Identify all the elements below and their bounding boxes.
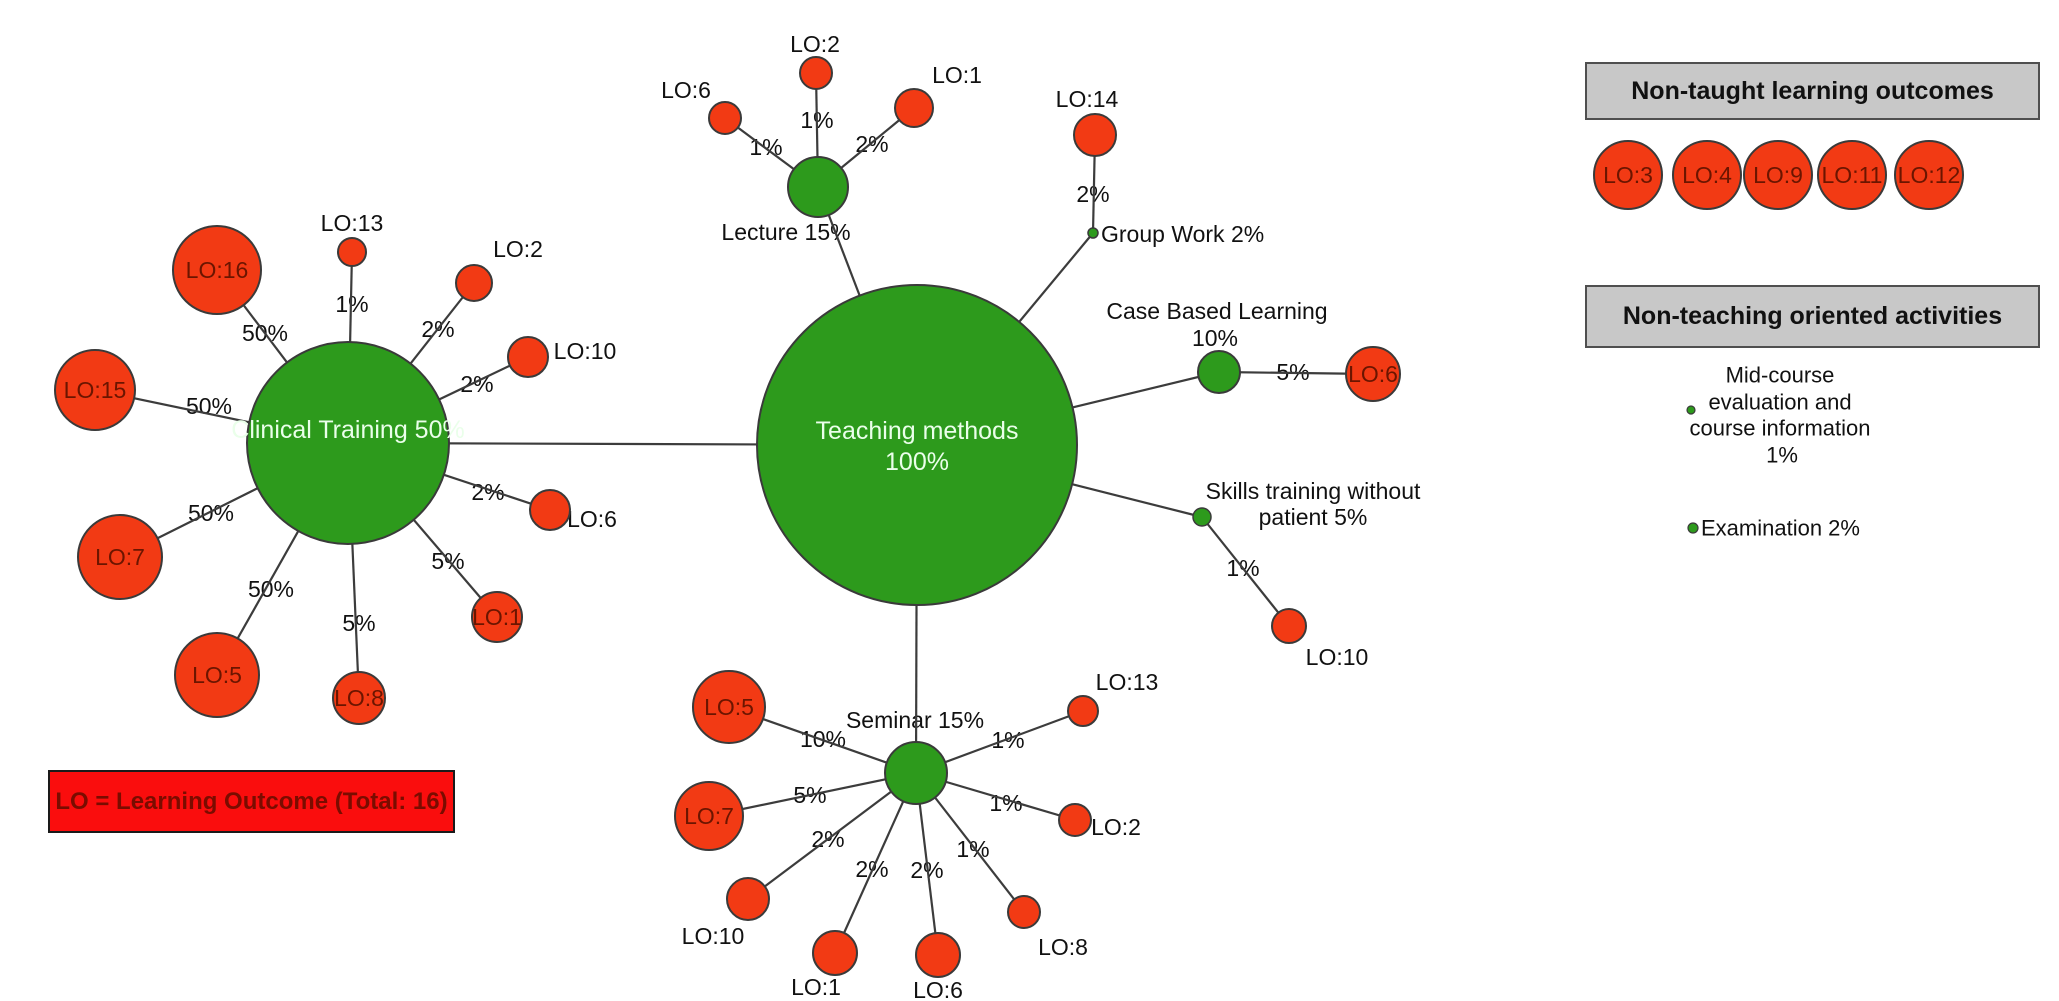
non-taught-learning-outcomes-header: Non-taught learning outcomes <box>1585 62 2040 120</box>
ct-lo16-label-0: LO:16 <box>186 257 249 283</box>
lec-lo2-circle <box>799 56 833 90</box>
non-teaching-oriented-activities-header: Non-teaching oriented activities <box>1585 285 2040 348</box>
ct-lo15-label-0: LO:15 <box>64 377 127 403</box>
sem-lo8-circle <box>1007 895 1041 929</box>
ct-lo7-label-0: LO:7 <box>95 544 145 570</box>
edge-clinical-training--ct-lo15-pct-label: 50% <box>186 393 232 419</box>
sem-lo8-label-0: LO:8 <box>1038 934 1088 960</box>
group-work-circle <box>1087 227 1099 239</box>
cbl-lo6-circle <box>1345 346 1401 402</box>
teaching-methods-circle <box>756 284 1078 606</box>
sem-lo13-label-0: LO:13 <box>1096 669 1159 695</box>
mid-course-evaluation-line-3: 1% <box>1766 443 1798 468</box>
teaching-methods-label-1: 100% <box>885 448 949 476</box>
edge-seminar--sem-lo7 <box>708 771 917 818</box>
legend-lo11-label: LO:11 <box>1822 162 1883 188</box>
skills-training-label-1: patient 5% <box>1259 504 1368 530</box>
ct-lo5-label-0: LO:5 <box>192 662 242 688</box>
ct-lo2-circle <box>455 264 493 302</box>
ct-lo6-label-0: LO:6 <box>567 506 617 532</box>
seminar-circle <box>884 741 948 805</box>
mid-course-evaluation-line-1: evaluation and <box>1708 390 1851 415</box>
ct-lo10-circle <box>507 336 549 378</box>
legend-lo12-circle <box>1894 140 1964 210</box>
ct-lo16-circle <box>172 225 262 315</box>
ct-lo13-circle <box>337 237 367 267</box>
ct-lo2-label-0: LO:2 <box>493 236 543 262</box>
case-based-learning-label-1: 10% <box>1192 325 1238 351</box>
ct-lo13-label-0: LO:13 <box>321 210 384 236</box>
lecture-label-0: Lecture 15% <box>721 219 850 245</box>
legend-lo4-circle <box>1672 140 1742 210</box>
gw-lo14-label-0: LO:14 <box>1056 86 1119 112</box>
edge-seminar--sem-lo8-pct-label: 1% <box>956 836 989 862</box>
ct-lo8-label-0: LO:8 <box>334 685 384 711</box>
case-based-learning-label-0: Case Based Learning <box>1106 298 1327 324</box>
ct-lo7-circle <box>77 514 163 600</box>
mid-course-evaluation-line-2: course information <box>1690 416 1871 441</box>
lo-abbreviation-note: LO = Learning Outcome (Total: 16) <box>48 770 455 833</box>
clinical-training-circle <box>246 341 450 545</box>
legend-lo12-label: LO:12 <box>1898 162 1961 188</box>
lec-lo2-label-0: LO:2 <box>790 31 840 57</box>
ct-lo6-circle <box>529 489 571 531</box>
sem-lo2-label-0: LO:2 <box>1091 814 1141 840</box>
ct-lo1-circle <box>471 591 523 643</box>
sem-lo2-circle <box>1058 803 1092 837</box>
teaching-methods-label-0: Teaching methods <box>816 417 1019 445</box>
cbl-lo6-label-0: LO:6 <box>1348 361 1398 387</box>
sem-lo7-circle <box>674 781 744 851</box>
legend-lo3-circle <box>1593 140 1663 210</box>
sem-lo1-circle <box>812 930 858 976</box>
case-based-learning-circle <box>1197 350 1241 394</box>
sem-lo7-label-0: LO:7 <box>684 803 734 829</box>
edge-skills-training--st-lo10 <box>1201 516 1290 627</box>
edge-seminar--sem-lo1 <box>833 772 918 954</box>
lec-lo1-label-0: LO:1 <box>932 62 982 88</box>
legend-lo11-circle <box>1817 140 1887 210</box>
sem-lo6-circle <box>915 932 961 978</box>
legend-lo4-label: LO:4 <box>1682 162 1732 188</box>
sem-lo1-label-0: LO:1 <box>791 974 841 1000</box>
lec-lo1-circle <box>894 88 934 128</box>
seminar-label-0: Seminar 15% <box>846 707 984 733</box>
sem-lo10-circle <box>726 877 770 921</box>
sem-lo10-label-0: LO:10 <box>682 923 745 949</box>
edge-seminar--sem-lo5-pct-label: 10% <box>800 726 846 752</box>
st-lo10-label-0: LO:10 <box>1306 644 1369 670</box>
ct-lo10-label-0: LO:10 <box>554 338 617 364</box>
lec-lo6-label-0: LO:6 <box>661 77 711 103</box>
ct-lo5-circle <box>174 632 260 718</box>
ct-lo1-label-0: LO:1 <box>472 604 522 630</box>
examination-line-0: Examination 2% <box>1701 516 1860 541</box>
edge-clinical-training--ct-lo6-pct-label: 2% <box>471 479 504 505</box>
edge-clinical-training--ct-lo8-pct-label: 5% <box>342 610 375 636</box>
edge-seminar--sem-lo10 <box>747 772 917 900</box>
legend-lo3-label: LO:3 <box>1603 162 1653 188</box>
mid-course-evaluation-line-0: Mid-course <box>1726 363 1835 388</box>
sem-lo6-label-0: LO:6 <box>913 977 963 1001</box>
ct-lo15-circle <box>54 349 136 431</box>
group-work-label-0: Group Work 2% <box>1101 221 1264 247</box>
st-lo10-circle <box>1271 608 1307 644</box>
lecture-circle <box>787 156 849 218</box>
clinical-training-label-0: Clinical Training 50% <box>231 416 464 444</box>
legend-lo9-circle <box>1743 140 1813 210</box>
lec-lo6-circle <box>708 101 742 135</box>
gw-lo14-circle <box>1073 113 1117 157</box>
sem-lo5-label-0: LO:5 <box>704 694 754 720</box>
ct-lo8-circle <box>332 671 386 725</box>
skills-training-circle <box>1192 507 1212 527</box>
sem-lo13-circle <box>1067 695 1099 727</box>
sem-lo5-circle <box>692 670 766 744</box>
skills-training-label-0: Skills training without <box>1206 478 1421 504</box>
examination-dot <box>1687 522 1699 534</box>
mid-course-evaluation-dot <box>1686 405 1696 415</box>
legend-lo9-label: LO:9 <box>1753 162 1803 188</box>
